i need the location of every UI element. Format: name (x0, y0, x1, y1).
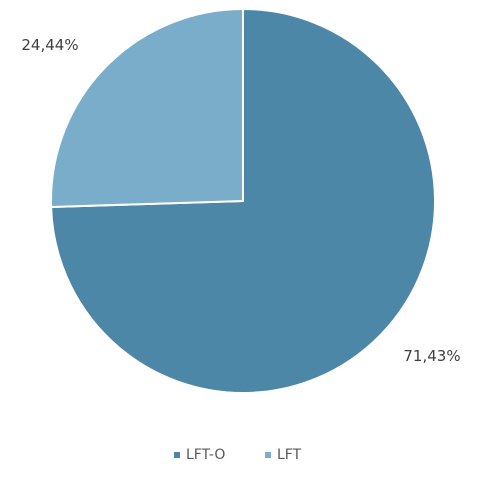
legend-label-lft: LFT (277, 447, 302, 463)
legend-item-lft-o: LFT-O (174, 447, 225, 463)
pie-slice-lft (50, 7, 244, 208)
data-label-lft-o: 71,43% (403, 347, 460, 365)
legend-swatch-lft-o (174, 452, 180, 458)
legend-label-lft-o: LFT-O (186, 447, 225, 463)
legend-item-lft: LFT (265, 447, 302, 463)
legend-swatch-lft (265, 452, 271, 458)
data-label-lft: 24,44% (21, 36, 78, 54)
